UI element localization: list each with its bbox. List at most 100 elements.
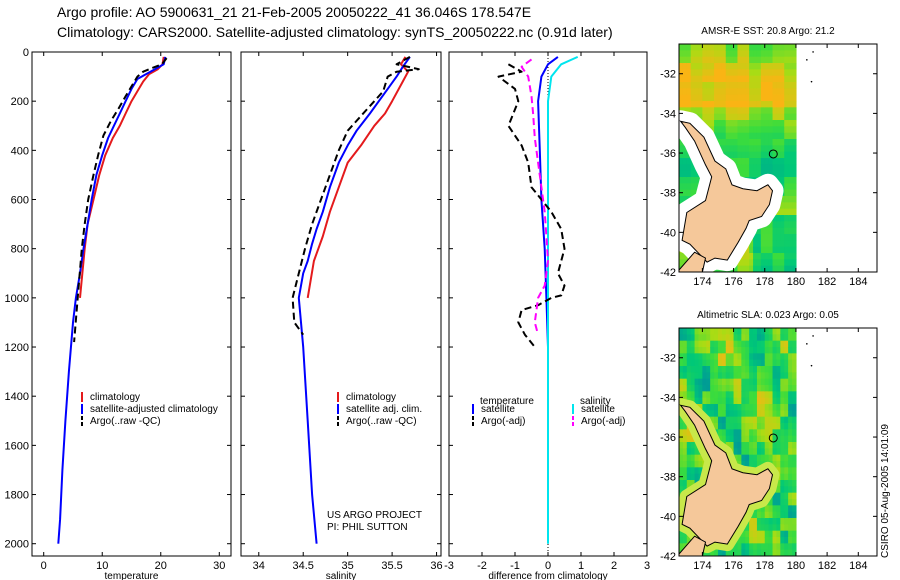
field-cell <box>764 139 770 146</box>
field-cell <box>706 94 711 102</box>
field-cell <box>776 44 781 51</box>
field-cell <box>792 423 797 430</box>
field-cell <box>760 347 766 354</box>
field-cell <box>768 234 774 241</box>
x-tick-label: 184 <box>849 276 867 288</box>
field-cell <box>776 378 781 386</box>
field-cell <box>768 518 774 525</box>
field-cell <box>741 88 746 96</box>
field-cell <box>753 518 758 525</box>
field-cell <box>749 139 754 146</box>
legend-label: climatology <box>346 392 396 403</box>
field-cell <box>682 189 688 197</box>
field-cell <box>780 259 785 267</box>
field-cell <box>679 44 684 51</box>
field-cell <box>721 132 727 140</box>
field-cell <box>690 183 696 191</box>
field-cell <box>733 63 739 70</box>
field-cell <box>749 454 754 462</box>
field-cell <box>764 240 770 248</box>
field-cell <box>784 50 789 58</box>
field-cell <box>741 82 746 89</box>
field-cell <box>733 340 739 348</box>
field-cell <box>686 467 692 475</box>
field-cell <box>768 82 774 89</box>
field-cell <box>753 253 758 260</box>
y-tick-label: 600 <box>11 195 29 207</box>
field-cell <box>768 164 774 172</box>
field-cell <box>698 391 703 399</box>
field-cell <box>698 404 703 411</box>
field-cell <box>729 366 735 373</box>
field-cell <box>682 372 688 380</box>
field-cell <box>741 265 746 272</box>
field-cell <box>706 385 711 392</box>
field-cell <box>760 429 766 437</box>
field-cell <box>753 397 758 405</box>
field-cell <box>764 126 770 134</box>
field-cell <box>745 423 750 430</box>
field-cell <box>784 353 789 361</box>
field-cell <box>694 56 700 64</box>
field-cell <box>788 347 793 354</box>
field-cell <box>776 340 781 348</box>
field-cell <box>780 448 785 456</box>
field-cell <box>721 101 727 108</box>
field-cell <box>733 429 739 437</box>
field-cell <box>725 132 731 140</box>
field-cell <box>706 340 711 348</box>
field-cell <box>698 63 703 70</box>
field-cell <box>714 44 719 51</box>
field-cell <box>760 410 766 418</box>
field-cell <box>717 113 723 121</box>
field-cell <box>784 177 789 184</box>
field-cell <box>756 537 762 544</box>
field-cell <box>792 499 797 506</box>
field-cell <box>780 473 785 481</box>
field-cell <box>768 107 774 115</box>
field-cell <box>749 259 754 267</box>
field-cell <box>714 372 719 380</box>
field-cell <box>745 265 750 272</box>
x-axis-label: salinity <box>326 571 357 580</box>
field-cell <box>776 537 781 544</box>
field-cell <box>698 359 703 367</box>
field-cell <box>768 259 774 267</box>
field-cell <box>780 145 785 153</box>
field-cell <box>764 107 770 115</box>
field-cell <box>764 94 770 102</box>
field-cell <box>682 429 688 437</box>
field-cell <box>764 246 770 254</box>
field-cell <box>717 391 723 399</box>
field-cell <box>745 82 750 89</box>
x-tick-label: 20 <box>155 560 167 572</box>
map-frame <box>678 43 878 273</box>
field-cell <box>729 75 735 83</box>
field-cell <box>753 246 758 254</box>
field-cell <box>749 63 754 70</box>
field-cell <box>764 69 770 77</box>
field-cell <box>679 334 684 342</box>
field-cell <box>698 75 703 83</box>
field-cell <box>753 416 758 424</box>
field-cell <box>756 126 762 134</box>
field-cell <box>792 164 797 172</box>
field-cell <box>729 372 735 380</box>
field-cell <box>784 158 789 165</box>
field-cell <box>756 145 762 153</box>
field-cell <box>682 44 688 51</box>
field-cell <box>772 378 778 386</box>
field-cell <box>792 94 797 102</box>
field-cell <box>784 524 789 532</box>
field-cell <box>780 366 785 373</box>
field-cell <box>710 353 715 361</box>
field-cell <box>760 120 766 127</box>
field-cell <box>733 75 739 83</box>
field-cell <box>784 196 789 203</box>
field-cell <box>729 145 735 153</box>
field-cell <box>702 340 707 348</box>
field-cell <box>784 126 789 134</box>
field-cell <box>686 385 692 392</box>
field-cell <box>721 435 727 443</box>
field-cell <box>694 347 700 354</box>
